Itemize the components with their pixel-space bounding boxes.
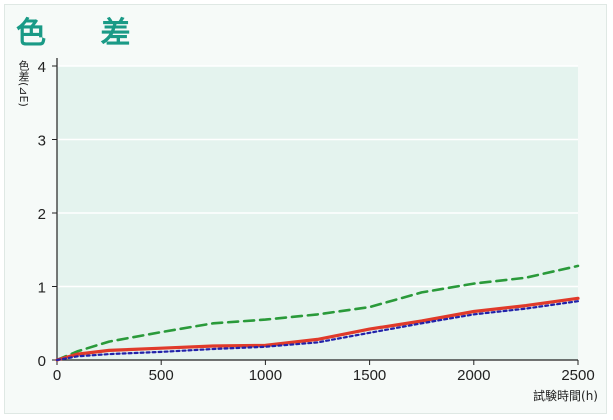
series-line-dotted (55, 300, 580, 362)
y-tick-label-2: 2 (38, 206, 46, 223)
y-tick-label-1: 1 (38, 280, 46, 297)
x-tick-label-0: 0 (53, 367, 61, 384)
x-axis-label: 試験時間(h) (533, 388, 598, 403)
x-tick-label-2500: 2500 (561, 367, 594, 384)
x-tick-label-1500: 1500 (353, 367, 386, 384)
chart-title: 色 差 (16, 16, 153, 51)
x-tick-label-500: 500 (149, 367, 174, 384)
y-tick-label-0: 0 (38, 353, 46, 370)
y-axis-label: 色差(⊿E) (17, 60, 30, 107)
x-tick-label-1000: 1000 (249, 367, 282, 384)
x-tick-label-2000: 2000 (457, 367, 490, 384)
series-line-solid (55, 296, 580, 362)
series-line-dashed (55, 264, 580, 362)
y-tick-label-3: 3 (38, 133, 46, 150)
y-tick-label-4: 4 (38, 59, 46, 76)
